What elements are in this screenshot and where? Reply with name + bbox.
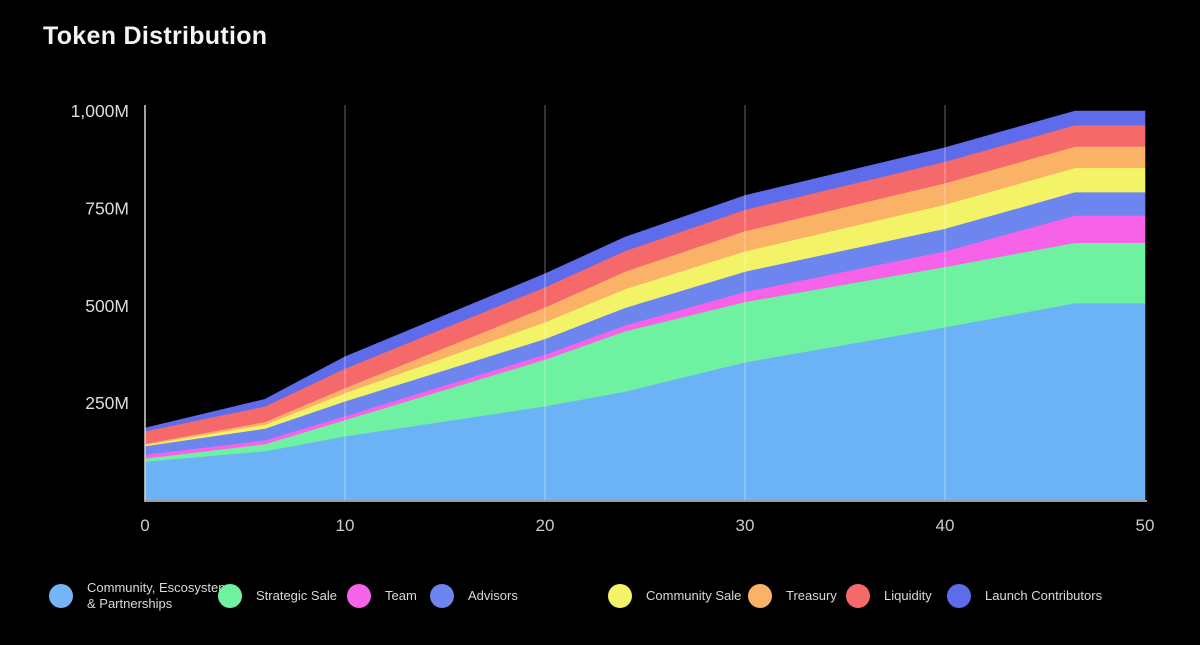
legend-dot-icon (430, 584, 454, 608)
legend-item: Advisors (430, 584, 518, 608)
legend-label: Strategic Sale (256, 588, 337, 603)
x-axis-label: 0 (140, 516, 149, 535)
legend-dot-icon (49, 584, 73, 608)
x-axis-label: 40 (936, 516, 955, 535)
legend-label: Community, Escosystem & Partnerships (87, 580, 230, 611)
x-axis-label: 20 (536, 516, 555, 535)
legend-label: Launch Contributors (985, 588, 1103, 603)
legend-label: Treasury (786, 588, 837, 603)
page-title: Token Distribution (43, 22, 268, 50)
x-axis-label: 50 (1136, 516, 1155, 535)
legend-label: Community Sale (646, 588, 742, 603)
legend-dot-icon (748, 584, 772, 608)
legend-label: Liquidity (884, 588, 932, 603)
legend-item: Team (347, 584, 417, 608)
legend-dot-icon (608, 584, 632, 608)
y-axis-label: 1,000M (71, 101, 129, 121)
legend-dot-icon (347, 584, 371, 608)
x-axis-label: 10 (336, 516, 355, 535)
legend-item: Treasury (748, 584, 837, 608)
x-axis-label: 30 (736, 516, 755, 535)
legend-item: Liquidity (846, 584, 932, 608)
legend-item: Strategic Sale (218, 584, 337, 608)
legend-label: Advisors (468, 588, 518, 603)
legend: Community, Escosystem & Partnerships Stra… (0, 0, 1200, 611)
y-axis-label: 750M (85, 198, 129, 218)
legend-item: Launch Contributors (947, 584, 1102, 608)
y-axis-label: 500M (85, 296, 129, 316)
legend-item: Community Sale (608, 584, 741, 608)
y-axis-label: 250M (85, 393, 129, 413)
area-launch-contributors (144, 110, 1146, 432)
legend-label: Team (385, 588, 417, 603)
legend-dot-icon (947, 584, 971, 608)
legend-dot-icon (846, 584, 870, 608)
legend-dot-icon (218, 584, 242, 608)
legend-item: Community, Escosystem & Partnerships (49, 580, 229, 611)
